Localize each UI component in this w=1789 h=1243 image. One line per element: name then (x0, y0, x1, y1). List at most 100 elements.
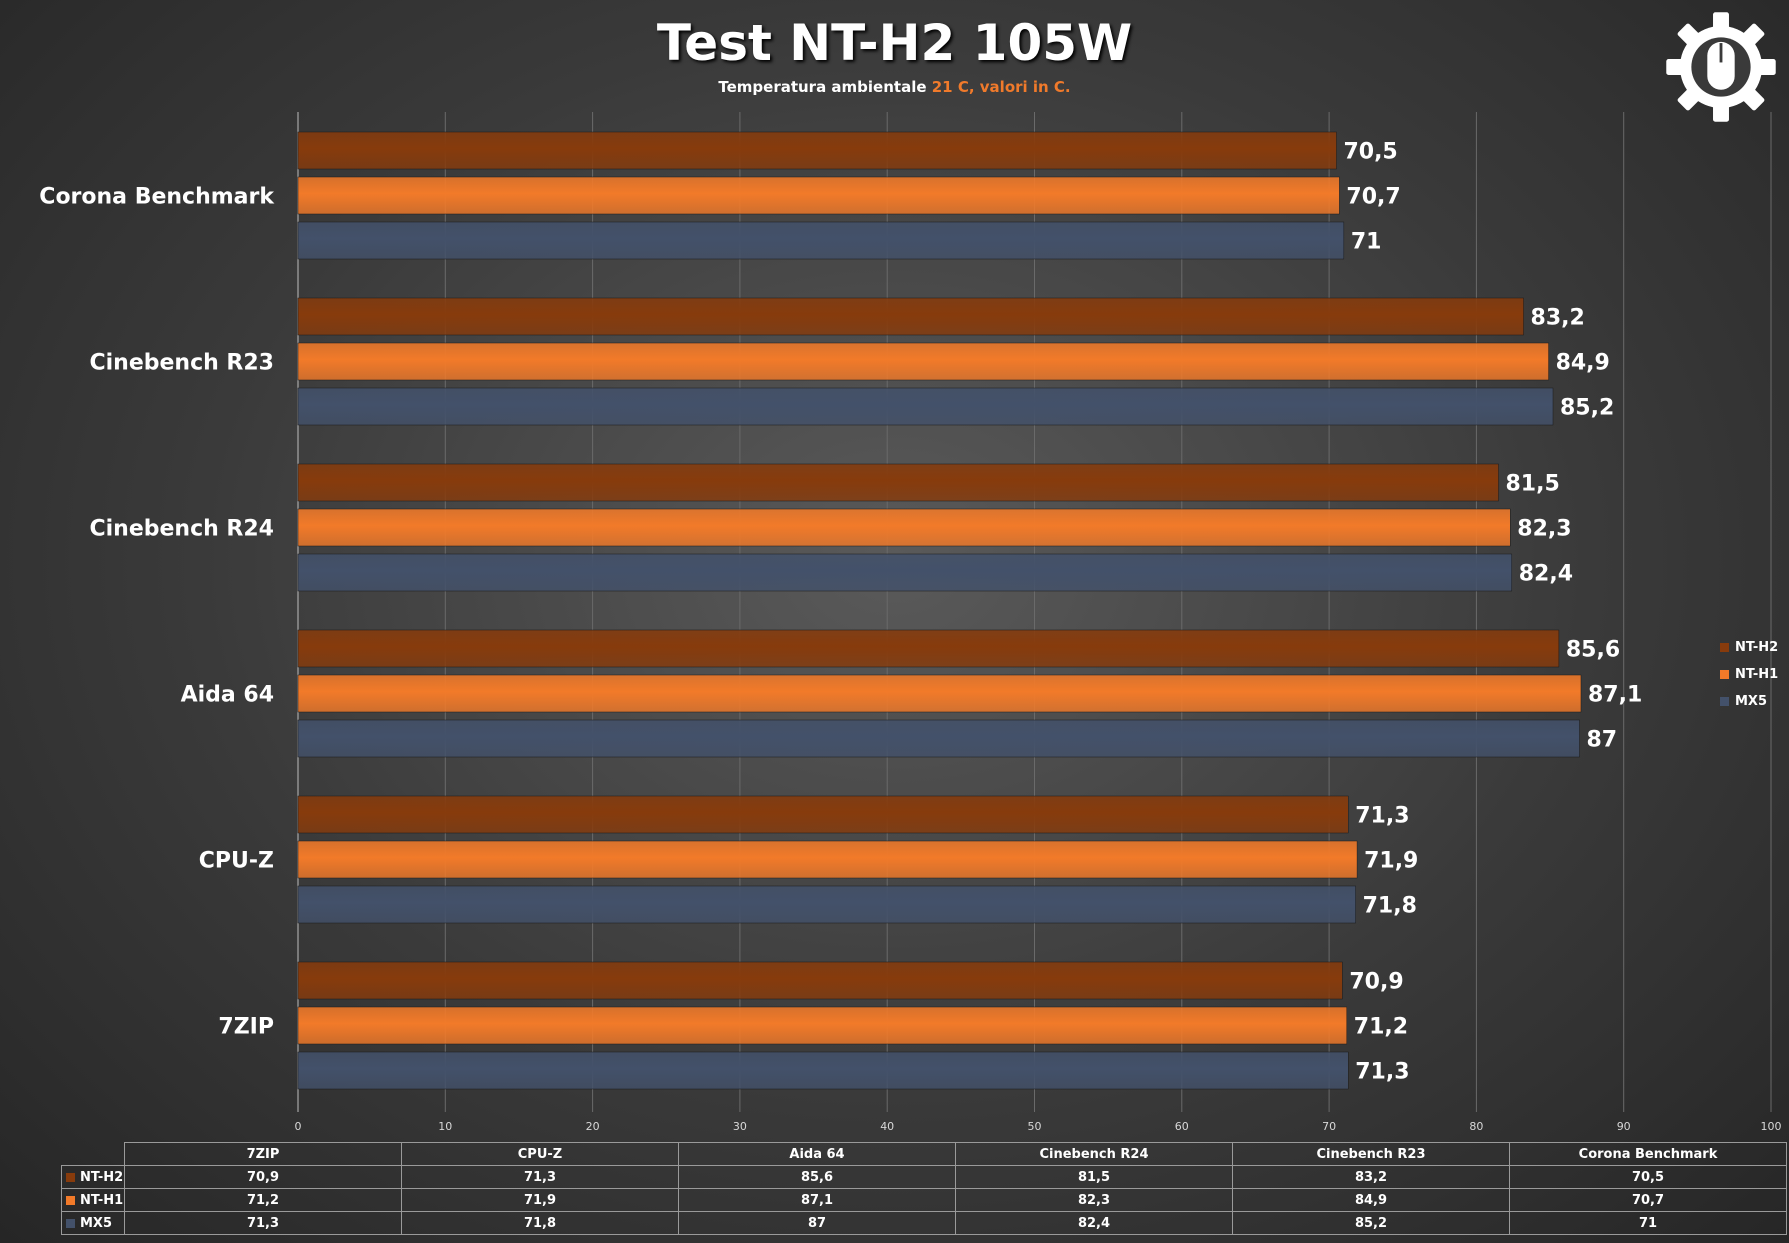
value-label: 70,5 (1343, 140, 1397, 165)
x-tick-label: 30 (733, 1120, 747, 1133)
table-row: NT-H1 71,2 71,9 87,1 82,3 84,9 70,7 (61, 1188, 1787, 1212)
value-label: 71,9 (1364, 849, 1418, 874)
value-label: 82,3 (1517, 517, 1571, 542)
legend-item-mx5: MX5 (1720, 688, 1778, 715)
value-label: 85,6 (1566, 638, 1620, 663)
value-label: 84,9 (1556, 351, 1610, 376)
bar-mx5 (297, 885, 1356, 924)
table-cell: 85,2 (1232, 1211, 1510, 1235)
x-tick-label: 90 (1617, 1120, 1631, 1133)
bar-nt-h1 (297, 342, 1549, 381)
table-header: CPU-Z (401, 1142, 679, 1166)
value-label: 81,5 (1505, 472, 1559, 497)
bar-nt-h1 (297, 176, 1340, 215)
bar-mx5 (297, 553, 1513, 592)
table-cell: 87,1 (678, 1188, 956, 1212)
value-label: 71,8 (1363, 894, 1417, 919)
x-tick-label: 40 (880, 1120, 894, 1133)
table-swatch-nt-h1 (66, 1195, 75, 1205)
table-cell: 70,9 (124, 1165, 402, 1189)
x-tick-label: 0 (295, 1120, 302, 1133)
value-label: 87 (1587, 728, 1618, 753)
value-label: 71,2 (1354, 1015, 1408, 1040)
table-cell: 71,2 (124, 1188, 402, 1212)
table-cell: 70,7 (1509, 1188, 1787, 1212)
x-tick-label: 50 (1028, 1120, 1042, 1133)
bar-nt-h1 (297, 840, 1358, 879)
table-cell: 71 (1509, 1211, 1787, 1235)
bar-nt-h2 (297, 297, 1524, 336)
chart-subtitle: Temperatura ambientale 21 C, valori in C… (0, 78, 1789, 96)
value-label: 70,9 (1349, 970, 1403, 995)
bar-mx5 (297, 221, 1345, 260)
legend-swatch-nt-h1 (1720, 670, 1729, 679)
gear-mouse-icon (1666, 12, 1776, 122)
legend-item-nt-h2: NT-H2 (1720, 634, 1778, 661)
x-tick-label: 70 (1322, 1120, 1336, 1133)
table-cell: 70,5 (1509, 1165, 1787, 1189)
value-label: 85,2 (1560, 396, 1614, 421)
bar-mx5 (297, 719, 1580, 758)
table-cell: 82,3 (955, 1188, 1233, 1212)
table-header: Cinebench R24 (955, 1142, 1233, 1166)
bar-nt-h1 (297, 674, 1582, 713)
table-series-name: MX5 (80, 1215, 113, 1231)
data-table: 7ZIP CPU-Z Aida 64 Cinebench R24 Cineben… (61, 1142, 1787, 1235)
x-tick-label: 20 (586, 1120, 600, 1133)
category-label: Cinebench R24 (89, 517, 274, 542)
table-cell: 87 (678, 1211, 956, 1235)
bar-mx5 (297, 1051, 1349, 1090)
x-tick-label: 80 (1469, 1120, 1483, 1133)
bar-nt-h2 (297, 629, 1560, 668)
table-header: Aida 64 (678, 1142, 956, 1166)
bar-nt-h1 (297, 508, 1511, 547)
table-header: Corona Benchmark (1509, 1142, 1787, 1166)
table-header: 7ZIP (124, 1142, 402, 1166)
table-row: MX5 71,3 71,8 87 82,4 85,2 71 (61, 1211, 1787, 1235)
table-cell: 71,3 (401, 1165, 679, 1189)
bar-nt-h1 (297, 1006, 1348, 1045)
category-label: Corona Benchmark (39, 185, 275, 210)
legend-label: MX5 (1735, 694, 1768, 709)
x-tick-label: 10 (438, 1120, 452, 1133)
table-series-cell: NT-H2 (61, 1165, 125, 1189)
value-label: 87,1 (1588, 683, 1642, 708)
value-label: 83,2 (1531, 306, 1585, 331)
subtitle-accent: 21 C, valori in C. (931, 78, 1071, 96)
bar-chart: 0 10 20 30 40 50 60 70 80 90 100 Corona Benchmark 70… (39, 112, 1782, 1133)
legend-label: NT-H1 (1735, 667, 1779, 682)
bar-nt-h2 (297, 131, 1337, 170)
legend-swatch-nt-h2 (1720, 643, 1729, 652)
legend: NT-H2 NT-H1 MX5 (1720, 634, 1778, 715)
x-tick-label: 100 (1761, 1120, 1782, 1133)
table-series-name: NT-H2 (80, 1169, 124, 1185)
bar-nt-h2 (297, 961, 1343, 1000)
table-cell: 83,2 (1232, 1165, 1510, 1189)
subtitle-text: Temperatura ambientale (718, 78, 932, 96)
table-swatch-nt-h2 (66, 1172, 75, 1182)
x-tick-label: 60 (1175, 1120, 1189, 1133)
table-corner (62, 1143, 125, 1166)
legend-label: NT-H2 (1735, 640, 1779, 655)
category-label: 7ZIP (218, 1015, 274, 1040)
category-label: CPU-Z (199, 849, 274, 874)
table-cell: 85,6 (678, 1165, 956, 1189)
value-label: 71,3 (1355, 804, 1409, 829)
table-series-cell: NT-H1 (61, 1188, 125, 1212)
table-cell: 81,5 (955, 1165, 1233, 1189)
bar-nt-h2 (297, 463, 1499, 502)
value-label: 71 (1351, 230, 1382, 255)
value-label: 71,3 (1355, 1060, 1409, 1085)
table-series-name: NT-H1 (80, 1192, 124, 1208)
table-cell: 82,4 (955, 1211, 1233, 1235)
value-label: 70,7 (1346, 185, 1400, 210)
table-series-cell: MX5 (61, 1211, 125, 1235)
value-label: 82,4 (1519, 562, 1573, 587)
category-label: Aida 64 (181, 683, 274, 708)
table-swatch-mx5 (66, 1218, 75, 1228)
table-cell: 71,8 (401, 1211, 679, 1235)
table-header-row: 7ZIP CPU-Z Aida 64 Cinebench R24 Cineben… (62, 1142, 1787, 1166)
table-cell: 71,9 (401, 1188, 679, 1212)
table-row: NT-H2 70,9 71,3 85,6 81,5 83,2 70,5 (61, 1165, 1787, 1189)
table-cell: 71,3 (124, 1211, 402, 1235)
